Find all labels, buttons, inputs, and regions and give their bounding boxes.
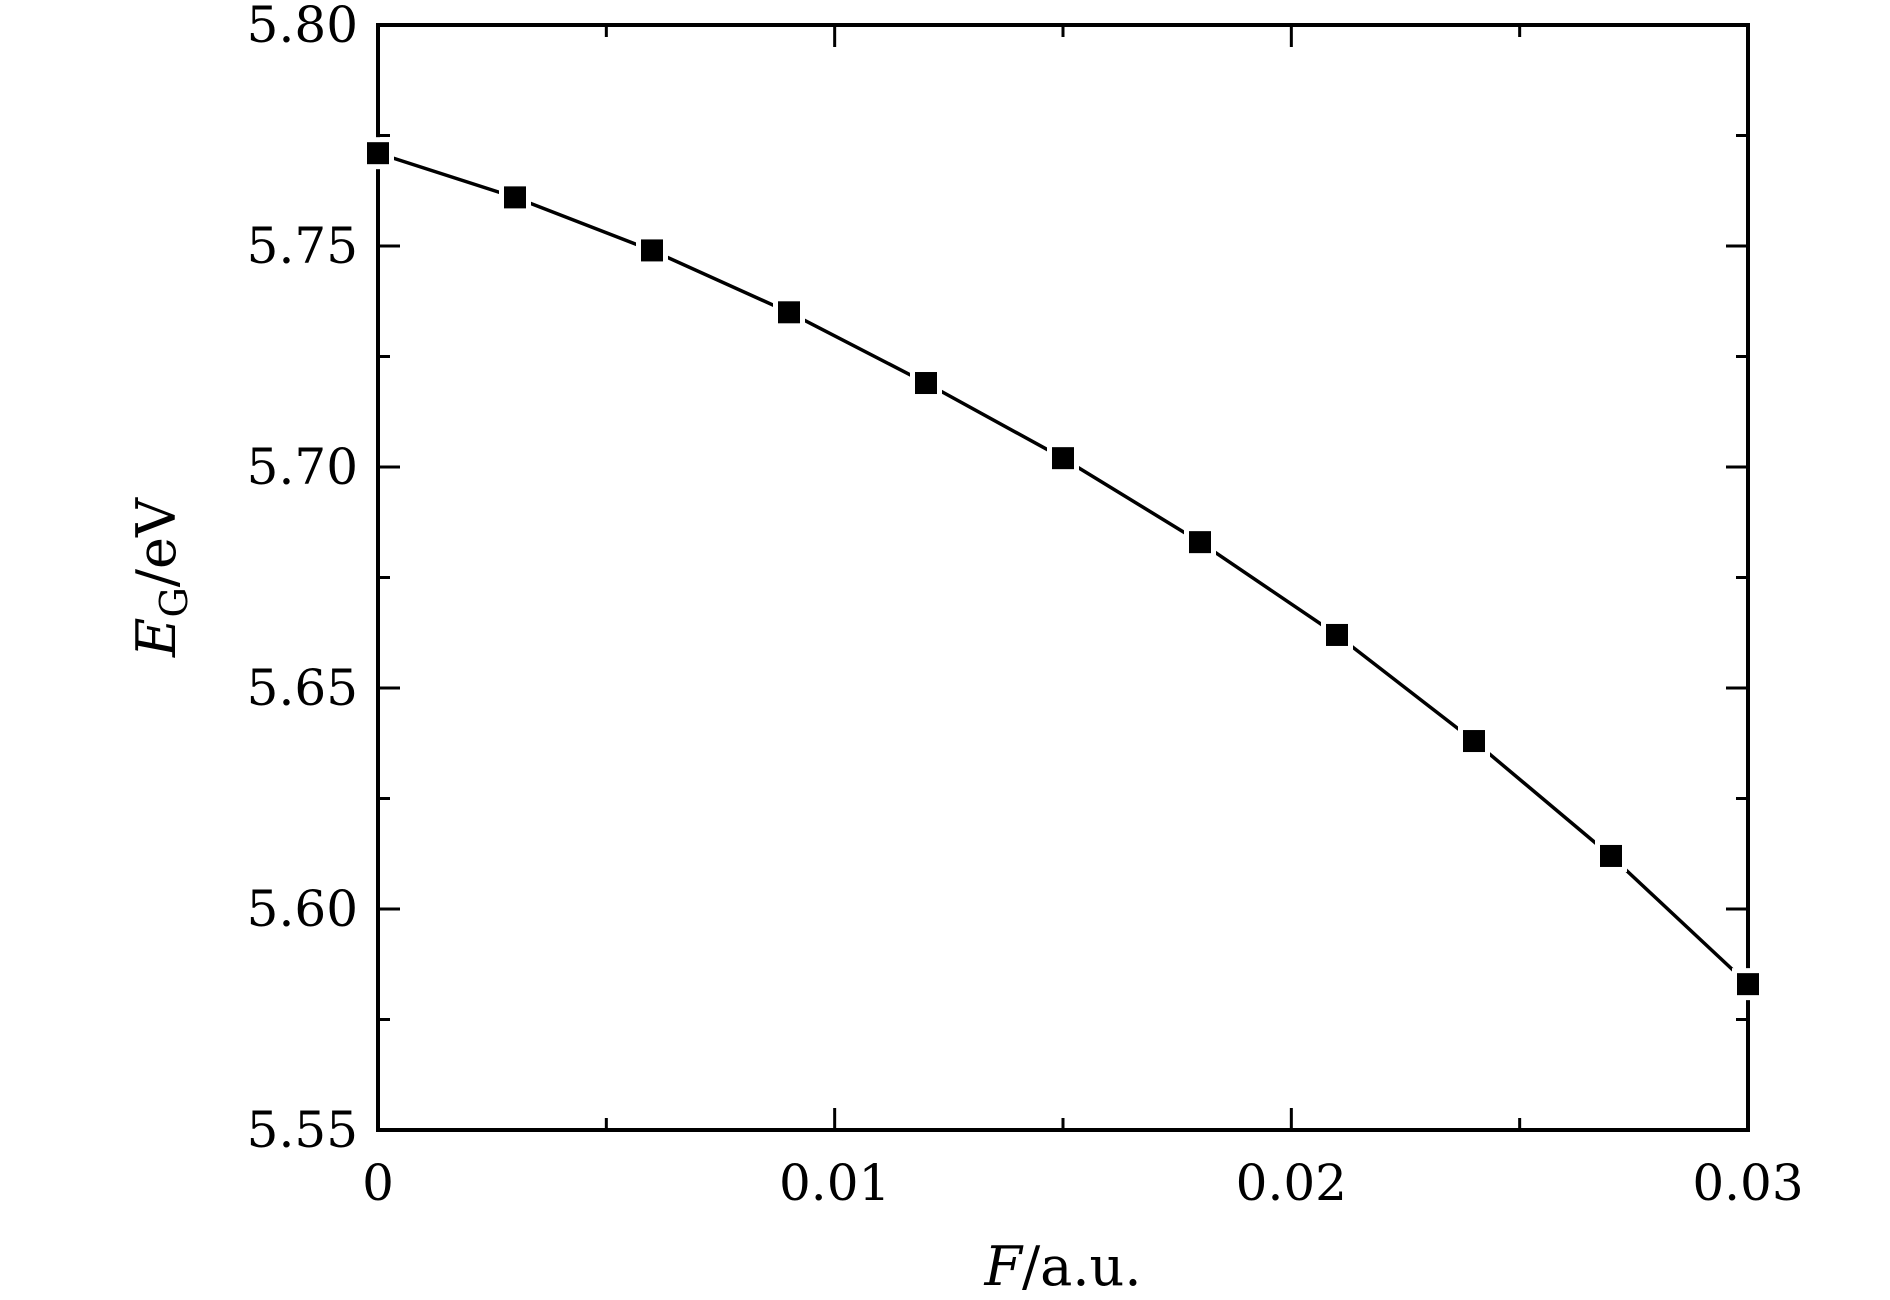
x-tick-label: 0.02 (1236, 1154, 1347, 1212)
y-tick-label: 5.80 (247, 0, 358, 54)
x-tick-label: 0 (362, 1154, 394, 1212)
x-tick-label: 0.01 (779, 1154, 890, 1212)
data-point (1600, 844, 1622, 867)
data-point (778, 301, 800, 324)
plot-frame (376, 23, 1750, 1132)
x-tick-label: 0.03 (1692, 1154, 1803, 1212)
data-point (1052, 447, 1074, 470)
x-axis-label: F/a.u. (984, 1235, 1142, 1298)
y-axis-label-subscript: G (152, 587, 196, 617)
plot-area (362, 23, 1764, 1132)
axis-ticks (376, 23, 1750, 1132)
y-tick-label: 5.65 (247, 659, 358, 717)
y-tick-label: 5.55 (247, 1101, 358, 1159)
data-point (641, 239, 663, 262)
y-axis-label-symbol: E (125, 618, 188, 658)
tick-labels: 0 0.01 0.02 0.03 5.55 5.60 5.65 5.70 5.75 5.80 (247, 0, 1804, 1212)
data-point (1326, 623, 1348, 646)
data-point (367, 142, 389, 165)
data-point (915, 372, 937, 395)
y-tick-label: 5.75 (247, 217, 358, 275)
y-axis-label: EG/eV (125, 497, 196, 658)
data-point (1189, 531, 1211, 554)
y-tick-label: 5.70 (247, 438, 358, 496)
series-line (377, 151, 1750, 986)
data-point (1463, 730, 1485, 753)
data-point (504, 186, 526, 209)
data-point (1737, 973, 1759, 996)
y-axis-label-unit: /eV (125, 497, 188, 587)
x-axis-label-symbol: F (984, 1235, 1025, 1298)
x-axis-label-unit: /a.u. (1022, 1235, 1142, 1298)
y-tick-label: 5.60 (247, 880, 358, 938)
